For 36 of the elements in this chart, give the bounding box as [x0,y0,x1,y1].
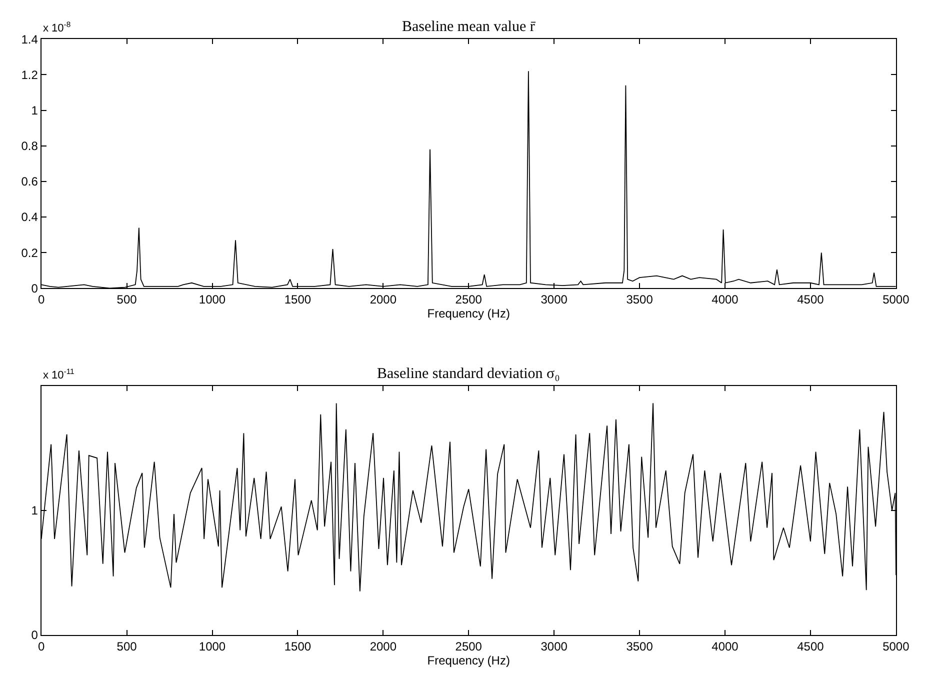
y-tick-label: 0.2 [21,246,38,260]
x-tick-label: 5000 [882,292,910,307]
x-tick-label: 3000 [540,639,568,654]
y-tick-label: 0.4 [21,210,38,224]
x-axis-title: Frequency (Hz) [427,306,510,321]
chart-title: Baseline mean value r̄ [402,19,536,35]
x-tick-label: 2500 [455,292,482,307]
x-tick-label: 3000 [540,292,568,307]
x-tick-label: 2000 [370,639,397,654]
y-tick-label: 1 [31,103,38,118]
y-tick-label: 0.8 [21,139,38,154]
x-tick-label: 3500 [626,639,654,654]
x-tick-label: 5000 [882,639,910,654]
x-tick-label: 1500 [284,292,312,307]
x-tick-label: 500 [116,292,138,307]
x-axis-title: Frequency (Hz) [427,653,510,668]
x-tick-label: 2000 [370,292,397,307]
y-tick-label: 1.4 [21,32,38,46]
y-tick-label: 0.6 [21,174,38,189]
x-tick-label: 1000 [198,639,226,654]
x-tick-label: 500 [116,639,138,654]
x-tick-label: 1000 [198,292,226,307]
x-tick-label: 2500 [455,639,482,654]
y-tick-label: 1 [31,504,38,518]
y-tick-label: 0 [31,628,38,642]
text: x 10$^{-8}$ [43,20,71,35]
x-tick-label: 4500 [797,292,824,307]
y-tick-label: 1.2 [21,68,38,82]
y-tick-label: 0 [31,281,38,296]
x-tick-label: 4000 [712,292,739,307]
x-tick-label: 1500 [284,639,312,654]
chart-title: Baseline standard deviation σ₀ [377,366,560,382]
text: x 10$^{-11}$ [43,367,74,382]
x-tick-label: 4500 [797,639,824,654]
x-tick-label: 4000 [712,639,739,654]
x-tick-label: 3500 [626,292,654,307]
